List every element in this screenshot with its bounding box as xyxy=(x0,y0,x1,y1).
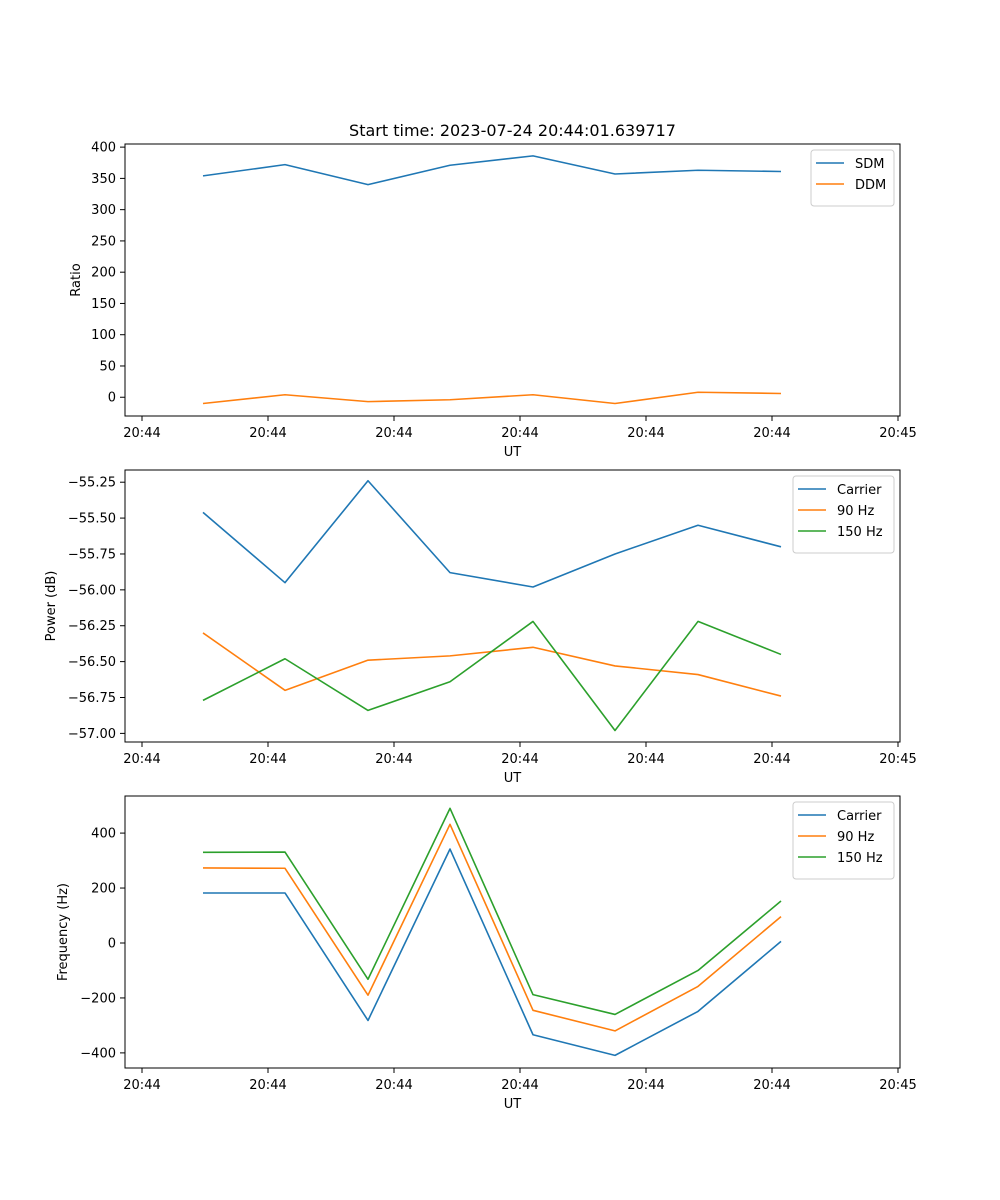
series-line-150-hz xyxy=(202,807,782,1016)
x-tick-label: 20:44 xyxy=(123,1078,160,1093)
y-tick-label: 0 xyxy=(108,936,116,951)
y-tick-label: 150 xyxy=(91,297,116,312)
y-tick-label: 400 xyxy=(91,141,116,156)
legend-label: 90 Hz xyxy=(837,830,874,845)
x-tick-label: 20:44 xyxy=(753,752,790,767)
x-tick-label: 20:44 xyxy=(627,1078,664,1093)
axes-frame xyxy=(124,795,901,1069)
y-tick-label: −55.75 xyxy=(68,547,116,562)
y-tick-label: 100 xyxy=(91,328,116,343)
x-tick-label: 20:44 xyxy=(627,426,664,441)
series-line-sdm xyxy=(202,155,782,186)
y-tick-label: 200 xyxy=(91,882,116,897)
chart-panel-1: 0 50 100 150 200 250 300 350 400 20:44 20:44 20:44 2… xyxy=(69,141,917,460)
axes-frame xyxy=(124,143,901,417)
legend-label: DDM xyxy=(855,178,886,193)
y-axis-label: Power (dB) xyxy=(44,571,59,642)
series-line-90-hz xyxy=(202,823,782,1032)
x-axis-label: UT xyxy=(504,771,522,786)
legend-label: 90 Hz xyxy=(837,504,874,519)
y-tick-label: 350 xyxy=(91,172,116,187)
x-tick-label: 20:44 xyxy=(375,752,412,767)
legend-box xyxy=(792,801,895,880)
legend: SDM DDM xyxy=(810,149,895,207)
y-tick-label: −55.50 xyxy=(68,512,116,527)
x-tick-label: 20:44 xyxy=(123,426,160,441)
y-tick-label: 300 xyxy=(91,203,116,218)
x-tick-label: 20:44 xyxy=(375,1078,412,1093)
legend-box xyxy=(792,475,895,554)
y-tick-label: 0 xyxy=(108,391,116,406)
x-tick-label: 20:44 xyxy=(627,752,664,767)
axes-frame xyxy=(124,469,901,743)
x-tick-label: 20:44 xyxy=(753,1078,790,1093)
panels: 0 50 100 150 200 250 300 350 400 20:44 20:44 20:44 2… xyxy=(44,141,917,1112)
chart-panel-2: −57.00 −56.75 −56.50 −56.25 −56.00 −55.75 −55.… xyxy=(44,469,917,786)
y-tick-label: 250 xyxy=(91,234,116,249)
legend: Carrier 90 Hz 150 Hz xyxy=(792,801,895,880)
series-line-150-hz xyxy=(202,620,782,732)
y-tick-label: −56.75 xyxy=(68,691,116,706)
x-tick-label: 20:44 xyxy=(375,426,412,441)
legend-label: SDM xyxy=(855,157,884,172)
legend-label: 150 Hz xyxy=(837,851,883,866)
x-axis-label: UT xyxy=(504,445,522,460)
y-tick-label: −57.00 xyxy=(68,727,116,742)
y-axis-label: Ratio xyxy=(69,263,84,296)
y-tick-label: 50 xyxy=(99,359,116,374)
series-line-carrier xyxy=(203,848,782,1057)
x-tick-label: 20:44 xyxy=(123,752,160,767)
legend: Carrier 90 Hz 150 Hz xyxy=(792,475,895,554)
x-tick-label: 20:44 xyxy=(501,1078,538,1093)
legend-label: 150 Hz xyxy=(837,525,883,540)
x-tick-label: 20:44 xyxy=(249,426,286,441)
series-line-ddm xyxy=(202,391,782,405)
y-tick-label: −56.25 xyxy=(68,619,116,634)
chart-panel-3: −400 −200 0 200 400 20:44 20:44 20:44 20:44 20:44… xyxy=(56,795,917,1112)
x-tick-label: 20:44 xyxy=(249,752,286,767)
legend-box xyxy=(810,149,895,207)
x-tick-label: 20:44 xyxy=(249,1078,286,1093)
y-tick-label: −400 xyxy=(80,1046,116,1061)
y-axis-label: Frequency (Hz) xyxy=(56,883,71,981)
y-tick-label: −55.25 xyxy=(68,476,116,491)
x-tick-label: 20:45 xyxy=(879,426,916,441)
legend-label: Carrier xyxy=(837,809,882,824)
y-tick-label: 200 xyxy=(91,266,116,281)
x-tick-label: 20:44 xyxy=(501,426,538,441)
y-tick-label: 400 xyxy=(91,827,116,842)
x-tick-label: 20:44 xyxy=(501,752,538,767)
x-axis-label: UT xyxy=(504,1097,522,1112)
x-tick-label: 20:45 xyxy=(879,1078,916,1093)
figure-title: Start time: 2023-07-24 20:44:01.639717 xyxy=(349,121,676,140)
x-tick-label: 20:45 xyxy=(879,752,916,767)
series-line-carrier xyxy=(202,479,782,588)
y-tick-label: −56.50 xyxy=(68,655,116,670)
y-tick-label: −56.00 xyxy=(68,583,116,598)
y-tick-label: −200 xyxy=(80,991,116,1006)
x-tick-label: 20:44 xyxy=(753,426,790,441)
legend-label: Carrier xyxy=(837,483,882,498)
